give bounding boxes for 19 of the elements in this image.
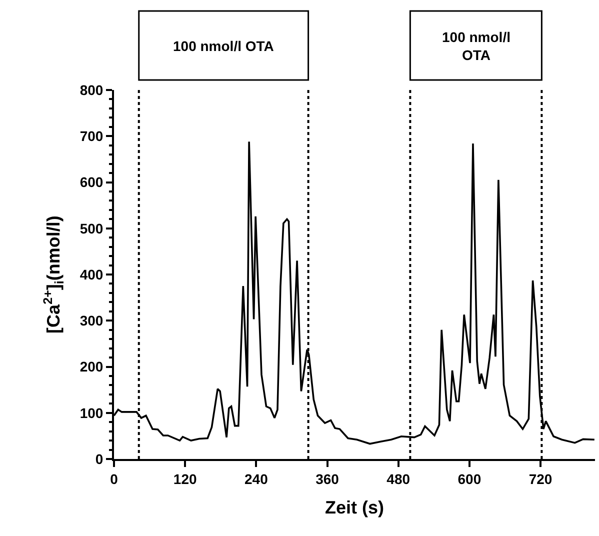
text: 100 nmol/l OTA — [442, 29, 510, 64]
x-tick-label: 360 — [316, 470, 340, 487]
x-tick-label: 0 — [110, 470, 118, 487]
x-axis-title: Zeit (s) — [324, 497, 384, 518]
x-tick-label: 120 — [173, 470, 197, 487]
y-tick-label: 300 — [80, 312, 104, 329]
y-tick-label: 200 — [80, 358, 104, 375]
y-tick-label: 0 — [95, 450, 104, 467]
y-tick-label: 500 — [80, 220, 104, 236]
y-tick-label: 700 — [80, 128, 104, 144]
x-tick-label: 480 — [386, 470, 410, 487]
y-tick-label: 800 — [80, 82, 104, 98]
y-tick-label: 100 — [80, 404, 104, 421]
x-tick-label: 600 — [458, 470, 482, 487]
x-tick-label: 720 — [528, 470, 552, 487]
x-tick-label: 240 — [244, 470, 268, 487]
y-tick-label: 400 — [80, 266, 104, 282]
y-tick-label: 600 — [80, 174, 104, 190]
text: 100 nmol/l OTA — [173, 38, 274, 54]
